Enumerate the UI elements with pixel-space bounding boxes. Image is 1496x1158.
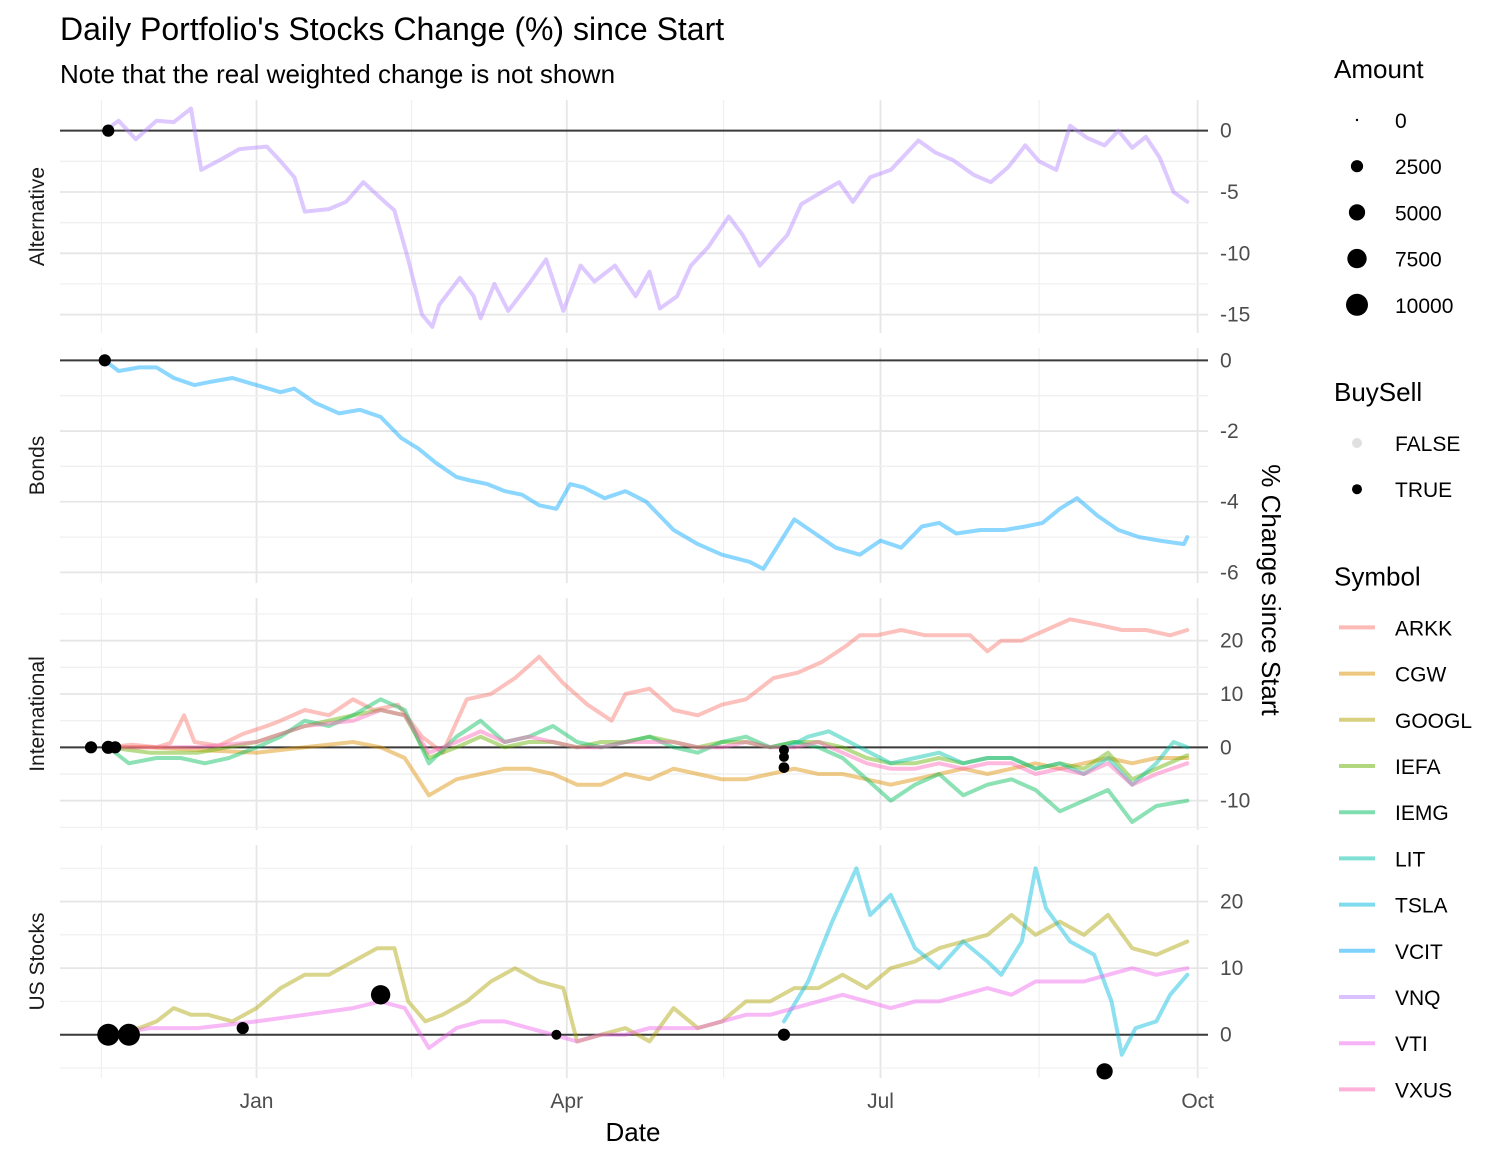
legend-label: TSLA bbox=[1395, 895, 1448, 918]
trade-marker bbox=[84, 741, 98, 754]
facet-panel: 0 -2 -4 -6 Bonds bbox=[26, 348, 1239, 584]
y-tick-label: 20 bbox=[1220, 630, 1243, 653]
facet-label: Bonds bbox=[26, 436, 49, 496]
legend-size-key bbox=[1350, 160, 1364, 173]
y-tick-label: 20 bbox=[1220, 891, 1243, 914]
x-tick-label: Jan bbox=[240, 1090, 274, 1113]
trade-marker bbox=[551, 1029, 562, 1040]
legend-size-key bbox=[1346, 293, 1368, 316]
legend-label: IEFA bbox=[1395, 756, 1441, 779]
facet-panel: 0 -5 -10 -15 Alternative bbox=[26, 100, 1250, 333]
facet-panels: 0 -5 -10 -15 Alternative 0 -2 -4 -6 Bonds 20 10 0 -10… bbox=[26, 100, 1250, 1080]
y-axis-title: % Change since Start bbox=[1256, 464, 1286, 716]
series-line-lit bbox=[785, 729, 1190, 787]
y-tick-label: 10 bbox=[1220, 957, 1243, 980]
y-tick-label: 0 bbox=[1220, 736, 1232, 759]
legend-label: 0 bbox=[1395, 110, 1407, 133]
y-tick-label: -6 bbox=[1220, 561, 1239, 584]
x-axis-ticks: Jan Apr Jul Oct bbox=[240, 1090, 1215, 1113]
series-line-vnq bbox=[102, 106, 1190, 329]
legend-label: 7500 bbox=[1395, 249, 1442, 272]
legend-label: VXUS bbox=[1395, 1079, 1452, 1102]
trade-marker bbox=[236, 1021, 249, 1035]
series-line-iefa bbox=[106, 708, 1190, 782]
legend-label: 10000 bbox=[1395, 295, 1453, 318]
legend-label: LIT bbox=[1395, 848, 1426, 871]
series-line-vcit bbox=[102, 358, 1190, 571]
legend-size-key bbox=[1347, 248, 1367, 269]
series-line-iemg bbox=[106, 697, 1190, 824]
x-tick-label: Apr bbox=[550, 1090, 583, 1113]
facet-panel: 20 10 0 US Stocks bbox=[26, 845, 1243, 1080]
legend-label: ARKK bbox=[1395, 617, 1452, 640]
legend-label: VCIT bbox=[1395, 941, 1443, 964]
series-line-vti bbox=[109, 966, 1190, 1050]
trade-marker bbox=[97, 1023, 120, 1046]
chart-subtitle: Note that the real weighted change is no… bbox=[60, 59, 615, 89]
legend-alpha-key bbox=[1352, 438, 1362, 448]
facet-panel: 20 10 0 -10 International bbox=[26, 598, 1250, 830]
legend-label: TRUE bbox=[1395, 479, 1452, 502]
trade-marker bbox=[778, 751, 789, 762]
trade-marker bbox=[777, 1028, 791, 1041]
series-line-arkk bbox=[106, 617, 1190, 755]
legend-title: BuySell bbox=[1334, 377, 1422, 407]
legend-size-key bbox=[1355, 118, 1359, 122]
series-line-cgw bbox=[106, 740, 1190, 798]
legends: Amount 0 2500 5000 7500 10000 BuySell FALSE TRUE… bbox=[1334, 54, 1472, 1102]
facet-label: International bbox=[26, 656, 49, 772]
trade-marker bbox=[109, 741, 122, 754]
y-tick-label: -4 bbox=[1220, 491, 1239, 514]
x-axis-title: Date bbox=[606, 1117, 661, 1147]
legend-size-key bbox=[1348, 204, 1366, 221]
legend-alpha-key bbox=[1352, 484, 1362, 495]
legend-label: VTI bbox=[1395, 1033, 1428, 1056]
legend-title: Symbol bbox=[1334, 561, 1421, 591]
trade-marker bbox=[370, 985, 391, 1005]
y-tick-label: -15 bbox=[1220, 304, 1250, 327]
legend-label: CGW bbox=[1395, 664, 1447, 687]
trade-marker bbox=[117, 1023, 140, 1046]
x-tick-label: Oct bbox=[1181, 1090, 1214, 1113]
trade-marker bbox=[98, 354, 111, 367]
trade-marker bbox=[778, 745, 789, 755]
series-line-tsla bbox=[782, 866, 1190, 1057]
y-tick-label: 0 bbox=[1220, 349, 1232, 372]
legend-label: IEMG bbox=[1395, 802, 1449, 825]
series-line-vxus bbox=[106, 708, 1190, 787]
legend-title: Amount bbox=[1334, 54, 1424, 84]
y-tick-label: 10 bbox=[1220, 683, 1243, 706]
facet-label: US Stocks bbox=[26, 912, 49, 1010]
trade-marker bbox=[778, 762, 790, 773]
y-tick-label: -2 bbox=[1220, 420, 1239, 443]
facet-label: Alternative bbox=[26, 167, 49, 266]
legend-label: 2500 bbox=[1395, 156, 1442, 179]
y-tick-label: -10 bbox=[1220, 242, 1250, 265]
legend-label: 5000 bbox=[1395, 202, 1442, 225]
trade-marker bbox=[1096, 1063, 1113, 1080]
y-tick-label: 0 bbox=[1220, 120, 1232, 143]
legend-label: VNQ bbox=[1395, 987, 1441, 1010]
legend-label: GOOGL bbox=[1395, 710, 1472, 733]
x-tick-label: Jul bbox=[867, 1090, 894, 1113]
series-line-googl bbox=[109, 912, 1190, 1044]
legend-label: FALSE bbox=[1395, 433, 1460, 456]
chart-title: Daily Portfolio's Stocks Change (%) sinc… bbox=[60, 11, 724, 47]
y-tick-label: -10 bbox=[1220, 790, 1250, 813]
trade-marker bbox=[102, 124, 115, 137]
y-tick-label: 0 bbox=[1220, 1024, 1232, 1047]
y-tick-label: -5 bbox=[1220, 181, 1239, 204]
